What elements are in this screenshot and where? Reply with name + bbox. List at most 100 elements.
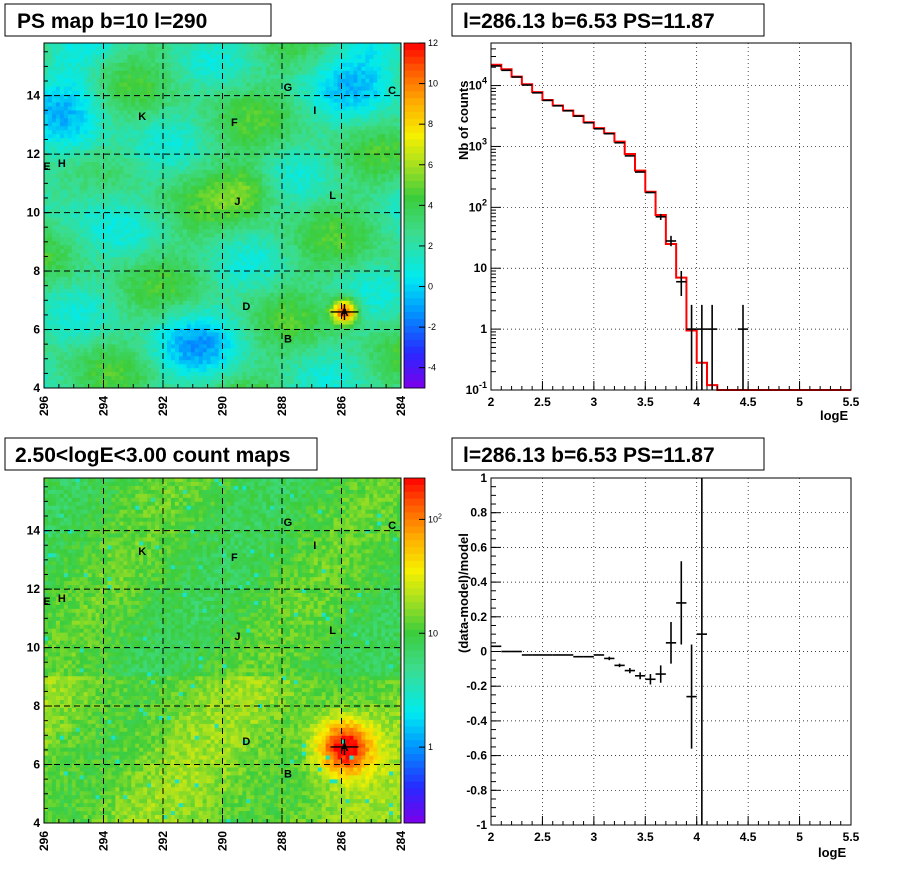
heatmap-cell bbox=[83, 169, 88, 175]
heatmap-cell bbox=[317, 217, 323, 222]
heatmap-cell bbox=[293, 134, 299, 139]
heatmap-cell bbox=[389, 181, 394, 187]
heatmap-cell bbox=[155, 62, 160, 68]
heatmap-cell bbox=[159, 78, 164, 84]
heatmap-cell bbox=[79, 173, 85, 179]
heatmap-cell bbox=[226, 142, 231, 147]
heatmap-cell bbox=[262, 110, 267, 115]
heatmap-cell bbox=[44, 74, 49, 80]
heatmap-cell bbox=[250, 197, 255, 202]
heatmap-cell bbox=[159, 86, 164, 91]
heatmap-cell bbox=[381, 86, 386, 91]
heatmap-cell bbox=[361, 181, 366, 187]
heatmap-cell bbox=[293, 138, 299, 143]
heatmap-cell bbox=[341, 173, 346, 179]
heatmap-cell bbox=[87, 130, 92, 135]
heatmap-cell bbox=[206, 102, 211, 107]
heatmap-cell bbox=[270, 146, 275, 151]
heatmap-cell bbox=[309, 185, 315, 191]
heatmap-cell bbox=[385, 193, 390, 199]
heatmap-cell bbox=[63, 70, 69, 76]
heatmap-cell bbox=[282, 43, 287, 48]
heatmap-cell bbox=[59, 205, 65, 210]
heatmap-cell bbox=[111, 229, 116, 234]
heatmap-cell bbox=[47, 158, 53, 163]
heatmap-cell bbox=[309, 154, 315, 159]
heatmap-cell bbox=[230, 146, 235, 151]
heatmap-cell bbox=[44, 142, 49, 147]
heatmap-cell bbox=[297, 146, 303, 151]
heatmap-cell bbox=[127, 197, 132, 202]
heatmap-cell bbox=[293, 221, 299, 226]
heatmap-cell bbox=[111, 233, 116, 238]
heatmap-cell bbox=[242, 122, 247, 127]
heatmap-cell bbox=[63, 43, 69, 48]
heatmap-cell bbox=[309, 177, 315, 183]
heatmap-cell bbox=[369, 110, 374, 115]
heatmap-cell bbox=[91, 102, 96, 107]
heatmap-cell bbox=[174, 225, 180, 230]
heatmap-cell bbox=[151, 46, 156, 52]
heatmap-cell bbox=[198, 189, 204, 195]
heatmap-cell bbox=[238, 114, 243, 119]
heatmap-cell bbox=[147, 257, 152, 262]
heatmap-cell bbox=[67, 209, 73, 214]
heatmap-cell bbox=[178, 209, 184, 214]
heatmap-cell bbox=[238, 94, 243, 99]
heatmap-cell bbox=[103, 90, 108, 95]
heatmap-cell bbox=[91, 189, 96, 195]
heatmap-cell bbox=[214, 213, 219, 218]
heatmap-cell bbox=[325, 217, 330, 222]
heatmap-cell bbox=[242, 221, 247, 226]
heatmap-cell bbox=[349, 50, 354, 56]
heatmap-cell bbox=[99, 209, 104, 214]
heatmap-cell bbox=[393, 177, 398, 183]
title-box-count-map: 2.50<logE<3.00 count maps bbox=[4, 437, 318, 471]
heatmap-cell bbox=[186, 46, 192, 52]
heatmap-cell bbox=[381, 54, 386, 60]
heatmap-cell bbox=[163, 197, 168, 202]
heatmap-cell bbox=[325, 106, 330, 111]
heatmap-cell bbox=[393, 142, 398, 147]
heatmap-cell bbox=[151, 253, 156, 258]
heatmap-cell bbox=[293, 253, 299, 258]
heatmap-cell bbox=[282, 177, 287, 183]
heatmap-cell bbox=[222, 177, 227, 183]
heatmap-cell bbox=[313, 54, 319, 60]
heatmap-cell bbox=[95, 173, 100, 179]
heatmap-cell bbox=[309, 138, 315, 143]
heatmap-cell bbox=[194, 102, 200, 107]
heatmap-cell bbox=[51, 126, 57, 131]
heatmap-cell bbox=[59, 122, 65, 127]
heatmap-cell bbox=[393, 173, 398, 179]
heatmap-cell bbox=[397, 106, 402, 111]
heatmap-cell bbox=[47, 150, 53, 155]
heatmap-cell bbox=[242, 46, 247, 52]
heatmap-cell bbox=[91, 146, 96, 151]
heatmap-cell bbox=[159, 241, 164, 246]
heatmap-cell bbox=[190, 193, 196, 199]
heatmap-cell bbox=[385, 54, 390, 60]
heatmap-cell bbox=[123, 233, 128, 238]
heatmap-cell bbox=[385, 138, 390, 143]
heatmap-cell bbox=[285, 54, 291, 60]
heatmap-cell bbox=[214, 43, 219, 48]
heatmap-cell bbox=[115, 165, 120, 171]
heatmap-cell bbox=[71, 130, 77, 135]
heatmap-cell bbox=[274, 50, 279, 56]
heatmap-cell bbox=[325, 154, 330, 159]
heatmap-cell bbox=[75, 193, 81, 199]
heatmap-cell bbox=[301, 126, 307, 131]
heatmap-cell bbox=[198, 122, 204, 127]
heatmap-cell bbox=[91, 46, 96, 52]
heatmap-cell bbox=[365, 102, 370, 107]
heatmap-cell bbox=[119, 158, 124, 163]
heatmap-cell bbox=[95, 221, 100, 226]
heatmap-cell bbox=[166, 58, 172, 64]
heatmap-cell bbox=[202, 257, 207, 262]
heatmap-cell bbox=[297, 249, 303, 254]
heatmap-cell bbox=[83, 213, 88, 218]
heatmap-cell bbox=[317, 66, 323, 72]
heatmap-cell bbox=[163, 241, 168, 246]
heatmap-cell bbox=[234, 43, 239, 48]
